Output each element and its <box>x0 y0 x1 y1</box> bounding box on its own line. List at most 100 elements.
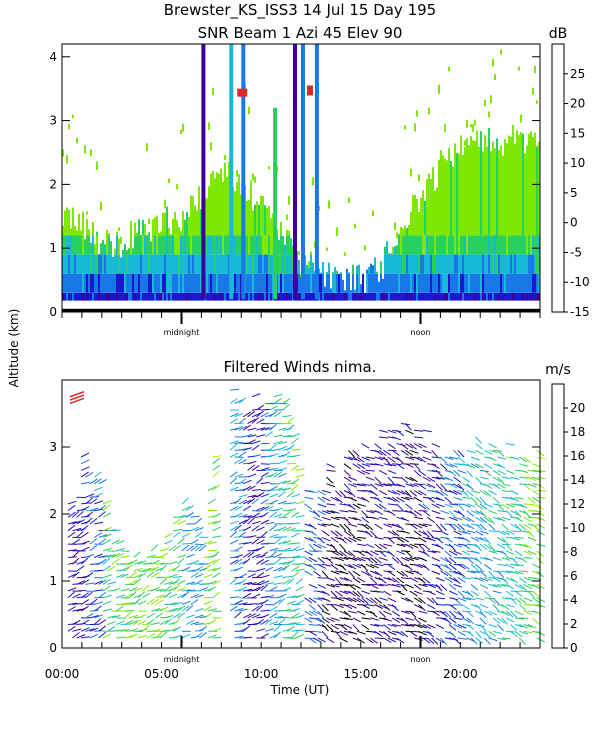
snr-cell <box>476 235 478 254</box>
snr-cell <box>76 230 78 235</box>
snr-cell <box>152 293 154 301</box>
snr-cell <box>288 235 290 254</box>
snr-cell <box>136 235 138 254</box>
snr-cell <box>518 255 520 274</box>
snr-cell <box>208 255 210 274</box>
wind-barb <box>191 546 198 551</box>
wind-barb <box>116 595 125 598</box>
snr-cell <box>402 255 404 274</box>
snr-cell <box>416 199 418 235</box>
snr-cell <box>96 235 98 254</box>
wind-barb <box>436 517 445 519</box>
snr-cell <box>92 293 94 301</box>
snr-cell <box>116 235 118 254</box>
wind-barb <box>208 560 216 565</box>
snr-cell <box>434 191 436 236</box>
snr-cell <box>522 134 524 236</box>
wind-barb <box>454 584 463 587</box>
wind-barb <box>235 547 243 551</box>
wind-barb <box>248 574 256 578</box>
snr-cell <box>216 255 218 274</box>
snr-cell <box>248 293 250 301</box>
wind-barb <box>537 457 546 459</box>
wind-barb <box>502 484 511 486</box>
snr-cell <box>238 274 240 293</box>
snr-cell <box>212 88 214 95</box>
snr-cell <box>186 293 188 301</box>
snr-cell <box>82 293 84 301</box>
wind-barb <box>419 618 427 622</box>
wind-barb <box>287 503 296 504</box>
snr-cell <box>498 293 500 301</box>
wind-barb <box>489 625 498 628</box>
wind-barb <box>112 530 121 531</box>
snr-cell <box>68 293 70 301</box>
snr-cell <box>288 274 290 293</box>
wind-barb <box>449 511 455 518</box>
snr-cell <box>514 255 516 274</box>
snr-cell <box>482 274 484 293</box>
wind-colorbar-label: 20 <box>570 401 585 415</box>
snr-cell <box>500 146 502 236</box>
snr-cell <box>162 213 164 236</box>
snr-cell <box>414 195 416 236</box>
snr-cell <box>414 255 416 274</box>
snr-cell <box>412 293 414 301</box>
snr-cell <box>492 255 494 274</box>
snr-cell <box>410 169 412 177</box>
snr-cell <box>206 293 208 301</box>
snr-cell <box>470 124 472 127</box>
wind-ytick-label: 1 <box>49 574 57 588</box>
wind-barb <box>489 511 498 514</box>
snr-cell <box>410 255 412 274</box>
snr-cell <box>142 255 144 274</box>
wind-barb <box>322 591 330 596</box>
snr-cell <box>184 274 186 293</box>
snr-cell <box>132 248 134 254</box>
snr-cell <box>438 293 440 301</box>
wind-barb <box>256 569 265 572</box>
snr-cell <box>258 235 260 254</box>
snr-cell <box>494 255 496 274</box>
wind-barb <box>462 497 471 499</box>
snr-cell <box>116 274 118 293</box>
snr-cell <box>256 293 258 301</box>
snr-cell <box>208 123 210 130</box>
snr-cell <box>498 235 500 254</box>
snr-cell <box>178 227 180 236</box>
snr-cell <box>338 293 340 301</box>
snr-cell <box>458 154 460 236</box>
wind-barb <box>287 509 296 511</box>
snr-cell <box>306 274 308 293</box>
snr-cell <box>140 235 142 236</box>
snr-cell <box>508 255 510 274</box>
snr-cell <box>346 274 348 293</box>
wind-barb <box>454 605 463 606</box>
wind-barb <box>344 531 351 536</box>
wind-barb <box>462 605 469 610</box>
snr-cell <box>256 202 258 236</box>
wind-barb <box>291 485 298 491</box>
wind-barb <box>362 591 371 594</box>
wind-barb <box>375 444 382 450</box>
wind-barb <box>252 490 261 491</box>
snr-cell <box>366 270 368 274</box>
snr-cell <box>174 212 176 236</box>
snr-cell <box>456 274 458 293</box>
snr-cell <box>166 293 168 301</box>
snr-cell <box>464 255 466 274</box>
snr-cell <box>128 255 130 274</box>
wind-barb <box>471 591 479 596</box>
snr-cell <box>236 255 238 274</box>
snr-cell <box>130 274 132 293</box>
snr-cell <box>404 226 406 236</box>
snr-cell <box>70 229 72 236</box>
snr-cell <box>218 255 220 274</box>
wind-barb <box>489 524 496 530</box>
snr-cell <box>108 233 110 235</box>
snr-cell <box>518 67 520 71</box>
snr-cell <box>408 255 410 274</box>
snr-cell <box>308 274 310 293</box>
snr-cell <box>468 255 470 274</box>
wind-barb <box>524 558 533 559</box>
